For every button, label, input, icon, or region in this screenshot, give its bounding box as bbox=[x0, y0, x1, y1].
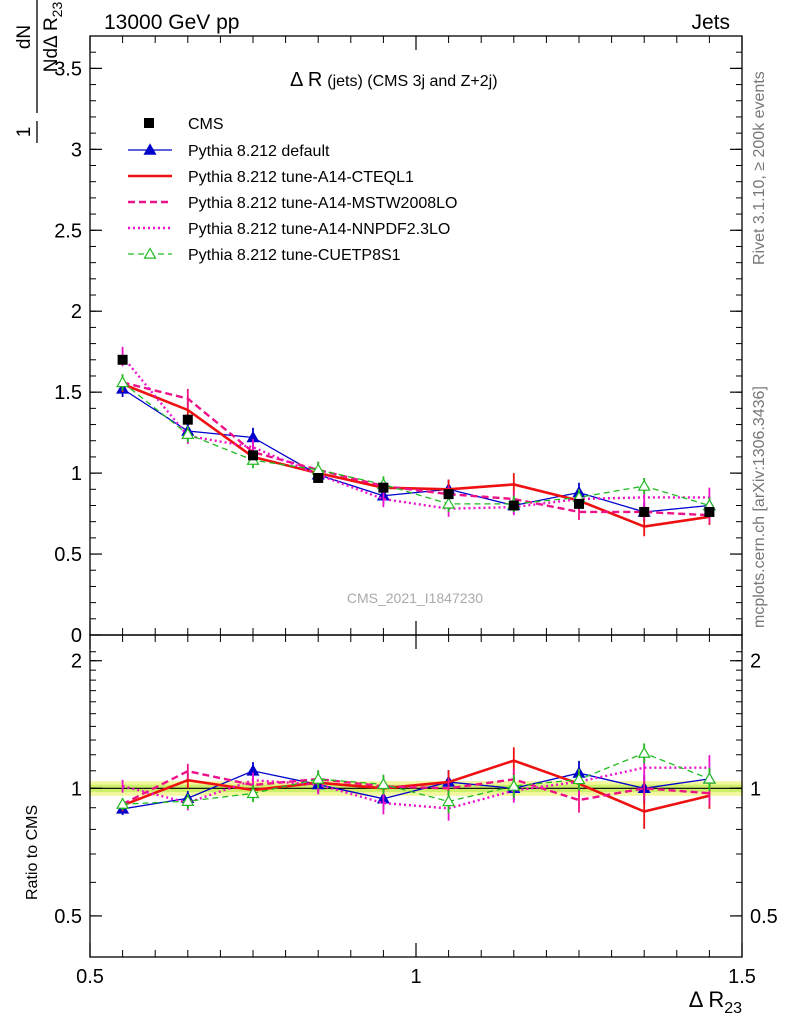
header-right: Jets bbox=[691, 11, 730, 34]
series-line-1 bbox=[122, 382, 710, 528]
series-marker-4-1 bbox=[181, 794, 195, 806]
y-label-den-pre: N bbox=[41, 59, 62, 73]
x-tick-label-0: 0.5 bbox=[76, 966, 104, 988]
series-line-1 bbox=[122, 759, 710, 813]
x-axis-label: Δ R23 bbox=[689, 987, 742, 1017]
series-marker-4-8 bbox=[637, 746, 651, 758]
y-tick-label-0: 0 bbox=[71, 625, 82, 647]
header-left: 13000 GeV pp bbox=[104, 11, 239, 34]
series-line-2 bbox=[122, 381, 710, 517]
series-marker-4-6 bbox=[507, 779, 521, 791]
series-0 bbox=[116, 380, 716, 522]
y-tick-label-7: 3.5 bbox=[54, 58, 82, 80]
y-label-den-sub: 23 bbox=[49, 2, 65, 18]
series-marker-4-2 bbox=[246, 786, 260, 799]
series-line-2 bbox=[122, 769, 710, 806]
legend-entry-3: Pythia 8.212 tune-A14-NNPDF2.3LO bbox=[128, 221, 450, 238]
watermark: CMS_2021_I1847230 bbox=[347, 590, 483, 606]
ratio-tick-label-right-1: 1 bbox=[750, 778, 761, 800]
y-tick-label-6: 3 bbox=[71, 139, 82, 161]
plot-title-main: Δ R bbox=[290, 69, 322, 91]
legend-entry-2: Pythia 8.212 tune-A14-MSTW2008LO bbox=[128, 195, 457, 212]
y-tick-label-4: 2 bbox=[71, 301, 82, 323]
ratio-tick-label-2: 2 bbox=[71, 651, 82, 673]
cms-point-3 bbox=[313, 472, 324, 483]
series-marker-4-1 bbox=[181, 427, 195, 439]
series-marker-4-5 bbox=[442, 794, 456, 807]
series-line-4 bbox=[122, 752, 710, 805]
legend-entry-4: Pythia 8.212 tune-CUETP8S1 bbox=[128, 247, 401, 264]
series-marker-4-0 bbox=[116, 375, 130, 388]
cms-point-7 bbox=[574, 498, 584, 509]
series-marker-4-5 bbox=[442, 497, 456, 509]
y-label-one: 1 bbox=[14, 127, 35, 138]
series-marker-4-4 bbox=[376, 777, 390, 790]
series-3 bbox=[121, 346, 711, 517]
series-2 bbox=[121, 374, 711, 524]
rivet-info: Rivet 3.1.10, ≥ 200k events bbox=[751, 71, 768, 265]
x-tick-label-1: 1 bbox=[410, 966, 421, 988]
plot-title: Δ R (jets) (CMS 3j and Z+2j) bbox=[290, 69, 498, 91]
cms-point-2 bbox=[248, 450, 258, 461]
legend-entry-cms: CMS bbox=[144, 116, 224, 133]
legend-label-1: Pythia 8.212 tune-A14-CTEQL1 bbox=[188, 169, 414, 186]
legend-label-4: Pythia 8.212 tune-CUETP8S1 bbox=[188, 247, 401, 264]
legend: CMS Pythia 8.212 default Pythia 8.212 tune… bbox=[128, 116, 457, 264]
series-marker-4-9 bbox=[702, 772, 716, 784]
legend-marker-4 bbox=[143, 247, 157, 259]
y-label-num: dN bbox=[14, 25, 35, 49]
cms-point-0 bbox=[117, 354, 128, 365]
legend-label-cms: CMS bbox=[188, 116, 224, 133]
y-tick-label-1: 0.5 bbox=[54, 544, 82, 566]
series-line-3 bbox=[121, 355, 710, 510]
plot-title-sub: (jets) (CMS 3j and Z+2j) bbox=[327, 73, 497, 90]
legend-label-0: Pythia 8.212 default bbox=[188, 143, 330, 160]
main-panel-series bbox=[116, 346, 716, 537]
series-marker-4-8 bbox=[637, 479, 651, 491]
legend-entry-0: Pythia 8.212 default bbox=[128, 143, 330, 160]
series-4 bbox=[116, 743, 716, 814]
ratio-panel-series bbox=[116, 743, 716, 829]
y-tick-label-5: 2.5 bbox=[54, 220, 82, 242]
legend-swatch-cms bbox=[144, 118, 154, 128]
legend-entry-1: Pythia 8.212 tune-A14-CTEQL1 bbox=[128, 169, 414, 186]
x-tick-label-2: 1.5 bbox=[728, 966, 756, 988]
series-line-3 bbox=[122, 766, 710, 810]
series-marker-4-7 bbox=[572, 772, 586, 785]
cms-data bbox=[117, 354, 715, 517]
series-1 bbox=[121, 375, 711, 537]
y-tick-label-3: 1.5 bbox=[54, 382, 82, 404]
cms-point-4 bbox=[378, 482, 389, 493]
mcplots-info: mcplots.cern.ch [arXiv:1306.3436] bbox=[751, 386, 768, 628]
y-tick-label-2: 1 bbox=[71, 463, 82, 485]
legend-label-3: Pythia 8.212 tune-A14-NNPDF2.3LO bbox=[188, 221, 450, 238]
cms-point-6 bbox=[508, 500, 519, 511]
legend-label-2: Pythia 8.212 tune-A14-MSTW2008LO bbox=[188, 195, 457, 212]
axis-layer: 0 0.5 1 1.5 2 2.5 3 3.5 0.5 0.5 1 1 2 2 0.5 1 1.5 bbox=[54, 35, 778, 988]
series-layer bbox=[116, 346, 716, 829]
cms-point-5 bbox=[443, 489, 454, 500]
y-label-den-mid: dΔ R bbox=[41, 17, 62, 58]
legend-marker-0 bbox=[143, 143, 157, 155]
series-line-0 bbox=[122, 388, 710, 513]
x-label-sub: 23 bbox=[724, 1000, 742, 1017]
series-marker-4-0 bbox=[116, 797, 130, 809]
series-marker-4-3 bbox=[311, 772, 325, 784]
ratio-tick-label-right-0: 0.5 bbox=[750, 906, 778, 928]
y-axis-label: 1 dN NdΔ R23 bbox=[14, 0, 65, 143]
ratio-tick-label-0: 0.5 bbox=[54, 906, 82, 928]
y-label-den: NdΔ R23 bbox=[41, 2, 65, 73]
cms-point-1 bbox=[182, 414, 193, 425]
cms-point-9 bbox=[704, 506, 715, 517]
ratio-tick-label-1: 1 bbox=[71, 778, 82, 800]
ratio-tick-label-right-2: 2 bbox=[750, 651, 761, 673]
x-label-main: Δ R bbox=[689, 987, 724, 1012]
cms-point-8 bbox=[639, 506, 650, 517]
series-line-4 bbox=[122, 381, 710, 507]
ratio-y-label: Ratio to CMS bbox=[24, 805, 41, 900]
